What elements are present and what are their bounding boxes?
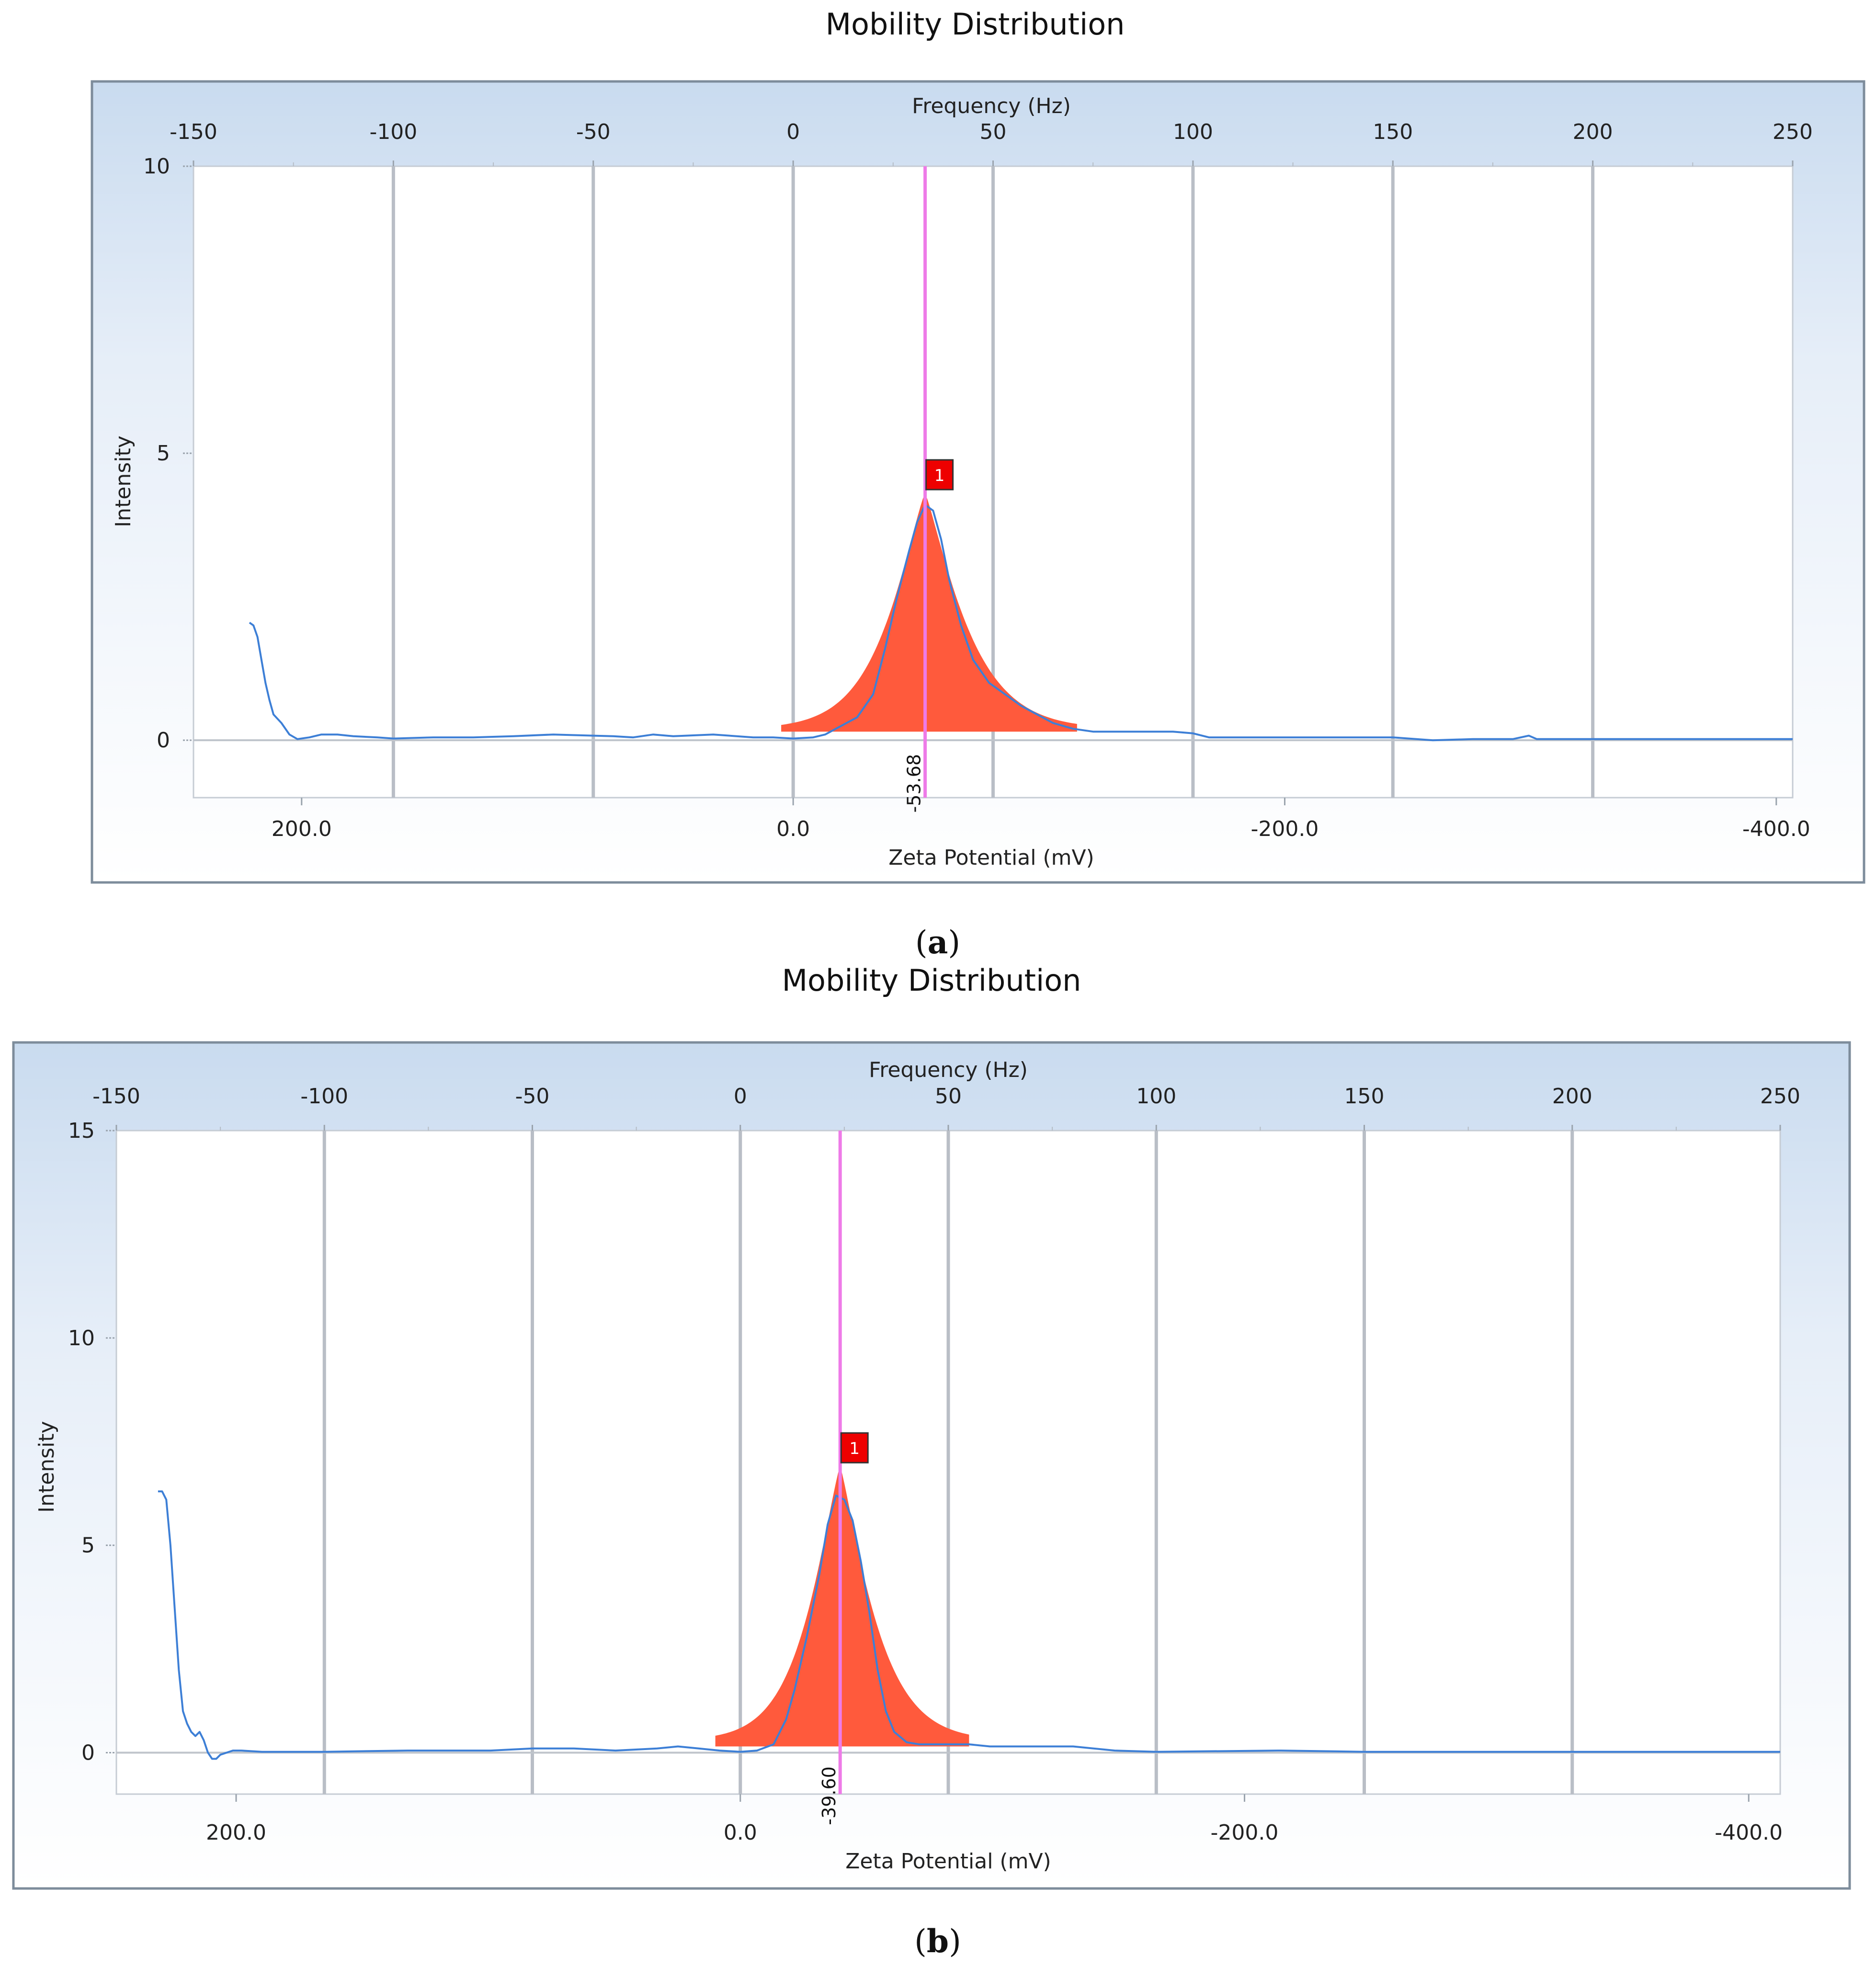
top-tick-label: 150	[1344, 1084, 1385, 1109]
top-tick-label: 50	[935, 1084, 962, 1109]
peak-area	[715, 1466, 969, 1747]
chart-a-top-tick-labels: -150 -100 -50 0 50 100 150 200 250	[170, 120, 1813, 166]
y-tick-label: 0	[157, 728, 170, 753]
distribution-curve	[158, 1490, 1780, 1760]
chart-b-peak-fill-layer	[715, 1466, 969, 1747]
top-tick-label: 150	[1373, 120, 1413, 144]
chart-b-title: Mobility Distribution	[782, 963, 1081, 998]
top-tick-label: 200	[1573, 120, 1613, 144]
top-tick-label: 100	[1136, 1084, 1176, 1109]
chart-b: Mobility Distribution Frequency (Hz) -15…	[12, 963, 1851, 1890]
y-tick-label: 10	[143, 154, 170, 179]
chart-b-top-tick-labels: -150 -100 -50 0 50 100 150 200 250	[92, 1084, 1800, 1131]
chart-b-peak-marker: 1 -39.60	[819, 1131, 869, 1825]
peak-badge-label: 1	[934, 466, 945, 485]
chart-a-gridlines	[193, 166, 1793, 798]
y-tick-label: 5	[157, 441, 170, 466]
chart-a-bottom-axis: 200.0 0.0 -200.0 -400.0	[272, 798, 1810, 841]
chart-a-curve-layer	[249, 503, 1793, 742]
chart-a-bottom-axis-label: Zeta Potential (mV)	[888, 846, 1094, 870]
y-tick-label: 0	[81, 1740, 95, 1765]
peak-value-label: -39.60	[819, 1766, 840, 1825]
top-tick-label: 250	[1773, 120, 1813, 144]
peak-area	[781, 493, 1077, 732]
peak-value-label: -53.68	[904, 754, 925, 813]
chart-b-bottom-axis-label: Zeta Potential (mV)	[845, 1849, 1051, 1874]
bottom-tick-label: -400.0	[1742, 817, 1810, 841]
bottom-tick-label: -200.0	[1251, 817, 1319, 841]
top-tick-label: -150	[170, 120, 217, 144]
chart-a: Mobility Distribution Frequency (Hz) -15…	[91, 7, 1865, 884]
caption-a: (a)	[915, 924, 960, 961]
top-tick-label: 0	[734, 1084, 747, 1109]
caption-b: (b)	[914, 1922, 961, 1960]
chart-b-top-axis-label: Frequency (Hz)	[869, 1058, 1028, 1082]
top-tick-label: -150	[92, 1084, 140, 1109]
chart-b-y-axis: 0 5 10 15	[68, 1119, 115, 1765]
chart-b-bottom-axis: 200.0 0.0 -200.0 -400.0	[206, 1794, 1783, 1845]
top-tick-label: -50	[515, 1084, 550, 1109]
chart-a-peak-marker: 1 -53.68	[904, 166, 954, 813]
peak-badge-label: 1	[849, 1439, 860, 1458]
peak-badge	[840, 1432, 869, 1464]
bottom-tick-label: 200.0	[206, 1820, 266, 1845]
y-tick-label: 5	[81, 1533, 95, 1558]
distribution-curve	[249, 503, 1793, 742]
top-tick-label: 0	[786, 120, 800, 144]
bottom-tick-label: 200.0	[272, 817, 332, 841]
bottom-tick-label: -200.0	[1211, 1820, 1279, 1845]
chart-a-title: Mobility Distribution	[826, 7, 1125, 42]
top-tick-label: 100	[1173, 120, 1213, 144]
chart-b-gridlines	[116, 1131, 1780, 1794]
chart-a-y-axis-label: Intensity	[111, 435, 136, 527]
top-tick-label: 50	[980, 120, 1007, 144]
bottom-tick-label: 0.0	[776, 817, 810, 841]
chart-a-peak-fill-layer	[781, 493, 1077, 732]
top-tick-label: -50	[576, 120, 611, 144]
chart-b-y-axis-label: Intensity	[34, 1421, 59, 1513]
top-tick-label: -100	[300, 1084, 348, 1109]
caption-a-letter: a	[928, 924, 948, 961]
top-tick-label: -100	[369, 120, 417, 144]
top-tick-label: 200	[1552, 1084, 1592, 1109]
y-tick-label: 10	[68, 1326, 95, 1350]
top-tick-label: 250	[1760, 1084, 1800, 1109]
bottom-tick-label: 0.0	[724, 1820, 757, 1845]
peak-badge	[925, 459, 954, 491]
chart-b-curve-layer	[158, 1490, 1780, 1760]
chart-a-top-axis-label: Frequency (Hz)	[912, 94, 1071, 118]
chart-a-y-axis: 0 5 10	[143, 154, 193, 753]
bottom-tick-label: -400.0	[1715, 1820, 1783, 1845]
caption-b-letter: b	[927, 1922, 949, 1960]
y-tick-label: 15	[68, 1119, 95, 1143]
